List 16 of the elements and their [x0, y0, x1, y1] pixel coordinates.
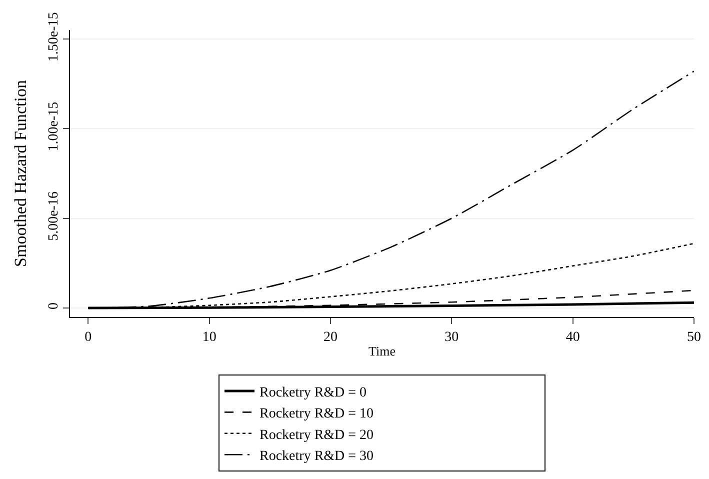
x-tick-label: 0 [84, 330, 92, 345]
x-tick-label: 20 [324, 330, 338, 345]
legend-label: Rocketry R&D = 20 [260, 428, 374, 443]
y-tick-label: 0 [46, 302, 62, 310]
y-tick-label: 1.50e-15 [46, 12, 62, 62]
x-tick-label: 40 [566, 330, 580, 345]
x-tick-label: 50 [687, 330, 701, 345]
x-tick-label: 10 [202, 330, 216, 345]
legend-label: Rocketry R&D = 0 [260, 385, 367, 400]
y-tick-label: 5.00e-16 [46, 192, 62, 241]
legend-label: Rocketry R&D = 30 [260, 449, 374, 464]
y-tick-label: 1.00e-15 [46, 102, 62, 152]
y-axis-title: Smoothed Hazard Function [10, 80, 30, 267]
legend-label: Rocketry R&D = 10 [260, 406, 374, 422]
x-tick-label: 30 [444, 330, 459, 345]
x-axis-title: Time [368, 343, 396, 358]
